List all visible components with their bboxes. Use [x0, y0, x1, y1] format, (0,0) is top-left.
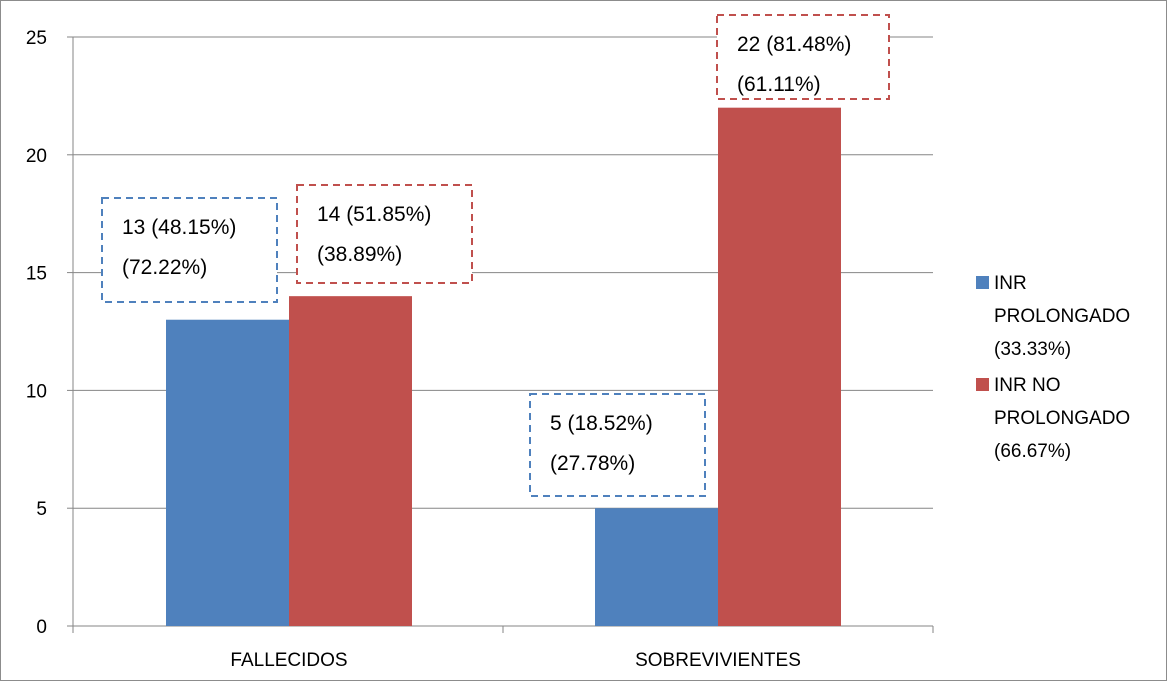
- y-axis-ticks: 0 5 10 15 20 25: [26, 28, 73, 638]
- bar-series-1-category-1: [718, 107, 841, 627]
- bars: [166, 107, 841, 627]
- data-label-text: (61.11%): [737, 73, 821, 96]
- legend-label: PROLONGADO: [994, 408, 1130, 429]
- data-label-box: [296, 184, 473, 284]
- data-label-text: 22 (81.48%): [737, 33, 851, 56]
- bar-series-1-category-0: [289, 296, 412, 626]
- bar-series-0-category-1: [595, 508, 718, 626]
- data-label-text: 14 (51.85%): [317, 203, 431, 226]
- data-label-text: (38.89%): [317, 243, 402, 266]
- legend-swatch: [976, 276, 989, 289]
- legend-label: INR: [994, 273, 1027, 294]
- legend-label: INR NO: [994, 375, 1061, 396]
- data-label-box: [101, 197, 278, 303]
- y-tick-label: 15: [26, 264, 47, 285]
- y-tick-label: 5: [36, 499, 47, 520]
- x-axis-labels: FALLECIDOS SOBREVIVIENTES: [230, 650, 801, 671]
- data-label-box: [529, 393, 706, 497]
- legend-label: PROLONGADO: [994, 306, 1130, 327]
- y-tick-label: 20: [26, 146, 47, 167]
- data-labels: 13 (48.15%) (72.22%) 5 (18.52%) (27.78%) 14 …: [101, 14, 890, 497]
- data-label-text: (27.78%): [550, 452, 635, 475]
- y-tick-label: 0: [36, 617, 47, 638]
- y-tick-label: 10: [26, 381, 47, 402]
- x-category-label: SOBREVIVIENTES: [635, 650, 801, 671]
- data-label-text: 5 (18.52%): [550, 412, 653, 435]
- data-label-text: (72.22%): [122, 256, 207, 279]
- legend-label: (66.67%): [994, 441, 1071, 462]
- legend-swatch: [976, 378, 989, 391]
- data-label-box: [716, 14, 890, 100]
- legend-label: (33.33%): [994, 339, 1071, 360]
- data-label-text: 13 (48.15%): [122, 216, 236, 239]
- bar-series-0-category-0: [166, 319, 289, 626]
- x-category-label: FALLECIDOS: [230, 650, 347, 671]
- legend: INR PROLONGADO (33.33%) INR NO PROLONGADO (66…: [976, 273, 1130, 462]
- y-tick-label: 25: [26, 28, 47, 49]
